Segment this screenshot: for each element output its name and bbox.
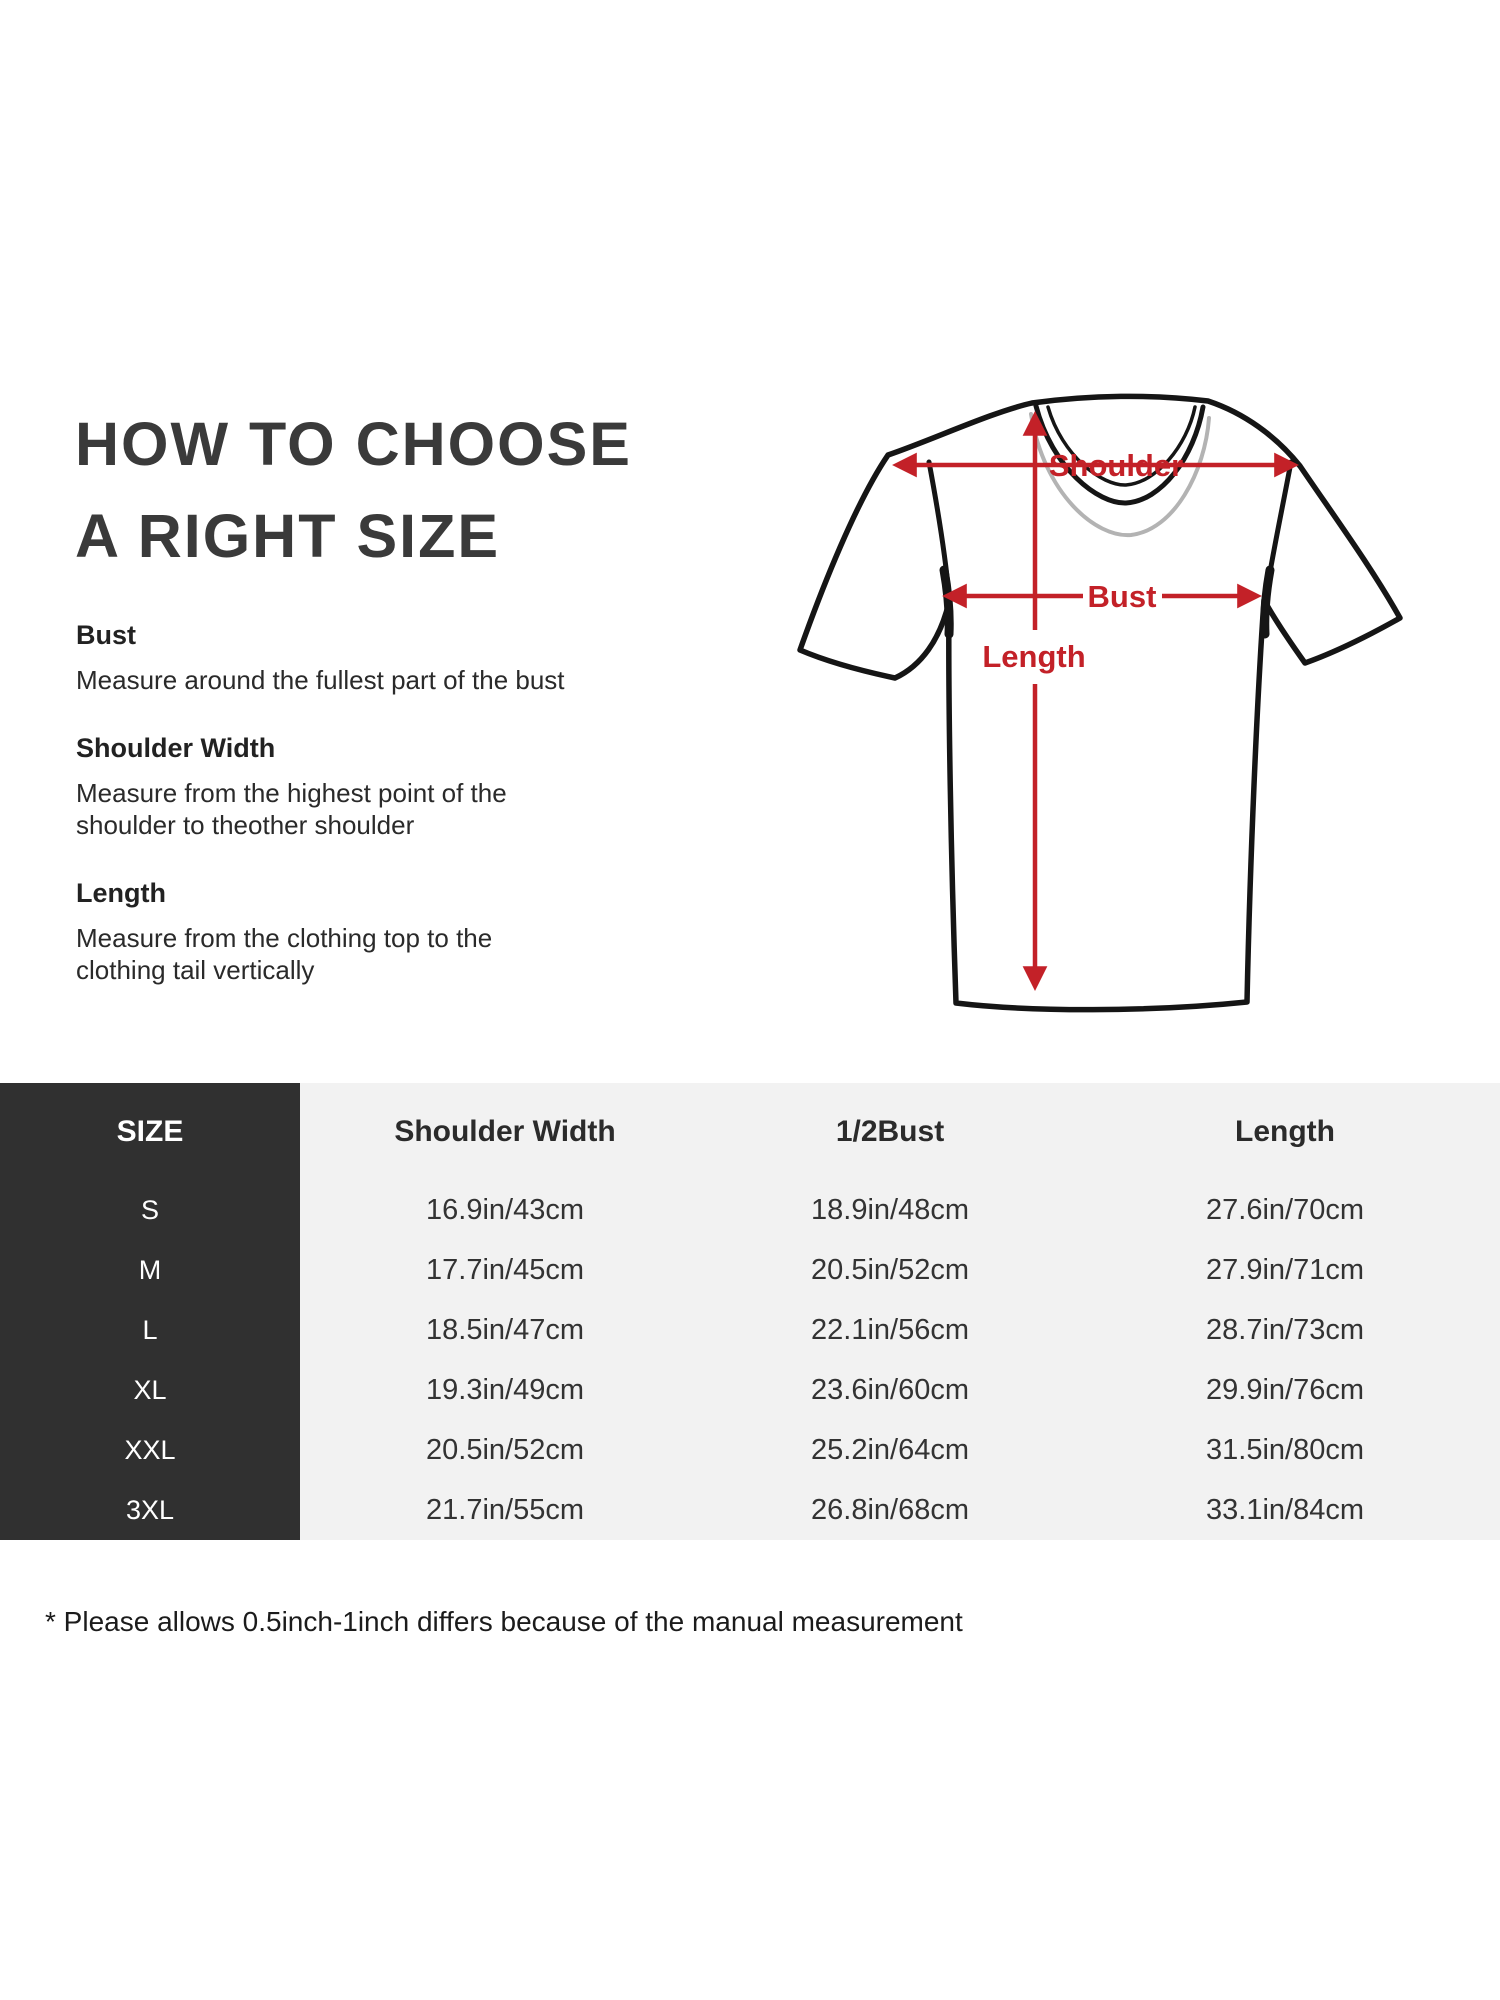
shoulder-arrow-label: Shoulder xyxy=(1049,448,1183,483)
value-xl-length: 29.9in/76cm xyxy=(1070,1360,1500,1420)
guide-section-bust: Bust Measure around the fullest part of … xyxy=(76,620,636,696)
page-title-line2: A RIGHT SIZE xyxy=(75,502,501,570)
guide-text-bust: Measure around the fullest part of the b… xyxy=(76,665,565,695)
collar-band-icon xyxy=(1046,405,1197,487)
size-label-xxl: XXL xyxy=(0,1420,300,1480)
size-table: SIZE Shoulder Width 1/2Bust Length S 16.… xyxy=(0,1083,1500,1540)
value-s-shoulder: 16.9in/43cm xyxy=(300,1180,710,1240)
bust-arrow-label: Bust xyxy=(1088,579,1157,614)
size-label-3xl: 3XL xyxy=(0,1480,300,1540)
guide-section-length: Length Measure from the clothing top to … xyxy=(76,878,636,986)
tshirt-measurement-diagram: Shoulder Bust Length xyxy=(797,393,1403,1013)
left-armpit-shade-icon xyxy=(939,565,954,639)
value-s-length: 27.6in/70cm xyxy=(1070,1180,1500,1240)
value-3xl-shoulder: 21.7in/55cm xyxy=(300,1480,710,1540)
value-xxl-shoulder: 20.5in/52cm xyxy=(300,1420,710,1480)
guide-section-shoulder: Shoulder Width Measure from the highest … xyxy=(76,733,636,841)
tshirt-outline-icon xyxy=(797,393,1403,1013)
value-xxl-length: 31.5in/80cm xyxy=(1070,1420,1500,1480)
guide-heading-bust: Bust xyxy=(76,620,136,650)
column-header-shoulder-width: Shoulder Width xyxy=(300,1083,710,1180)
value-s-bust: 18.9in/48cm xyxy=(710,1180,1070,1240)
column-header-length: Length xyxy=(1070,1083,1500,1180)
page-title: HOW TO CHOOSE A RIGHT SIZE xyxy=(75,398,632,582)
value-xl-bust: 23.6in/60cm xyxy=(710,1360,1070,1420)
value-l-length: 28.7in/73cm xyxy=(1070,1300,1500,1360)
guide-text-shoulder-line2: shoulder to theother shoulder xyxy=(76,810,415,840)
guide-heading-length: Length xyxy=(76,878,166,908)
column-header-size: SIZE xyxy=(0,1083,300,1180)
guide-heading-shoulder: Shoulder Width xyxy=(76,733,276,763)
value-m-bust: 20.5in/52cm xyxy=(710,1240,1070,1300)
guide-text-length-line1: Measure from the clothing top to the xyxy=(76,923,493,953)
value-l-bust: 22.1in/56cm xyxy=(710,1300,1070,1360)
guide-text-length-line2: clothing tail vertically xyxy=(76,955,315,985)
size-label-m: M xyxy=(0,1240,300,1300)
measurement-disclaimer: * Please allows 0.5inch-1inch differs be… xyxy=(45,1606,963,1637)
size-label-xl: XL xyxy=(0,1360,300,1420)
value-m-length: 27.9in/71cm xyxy=(1070,1240,1500,1300)
value-xl-shoulder: 19.3in/49cm xyxy=(300,1360,710,1420)
size-label-s: S xyxy=(0,1180,300,1240)
value-l-shoulder: 18.5in/47cm xyxy=(300,1300,710,1360)
right-armpit-shade-icon xyxy=(1260,565,1275,639)
size-label-l: L xyxy=(0,1300,300,1360)
value-m-shoulder: 17.7in/45cm xyxy=(300,1240,710,1300)
column-header-half-bust: 1/2Bust xyxy=(710,1083,1070,1180)
guide-text-shoulder-line1: Measure from the highest point of the xyxy=(76,778,507,808)
measuring-guide: Bust Measure around the fullest part of … xyxy=(76,620,636,1023)
page-title-line1: HOW TO CHOOSE xyxy=(75,410,632,478)
value-3xl-length: 33.1in/84cm xyxy=(1070,1480,1500,1540)
value-3xl-bust: 26.8in/68cm xyxy=(710,1480,1070,1540)
value-xxl-bust: 25.2in/64cm xyxy=(710,1420,1070,1480)
length-arrow-label: Length xyxy=(982,639,1085,674)
